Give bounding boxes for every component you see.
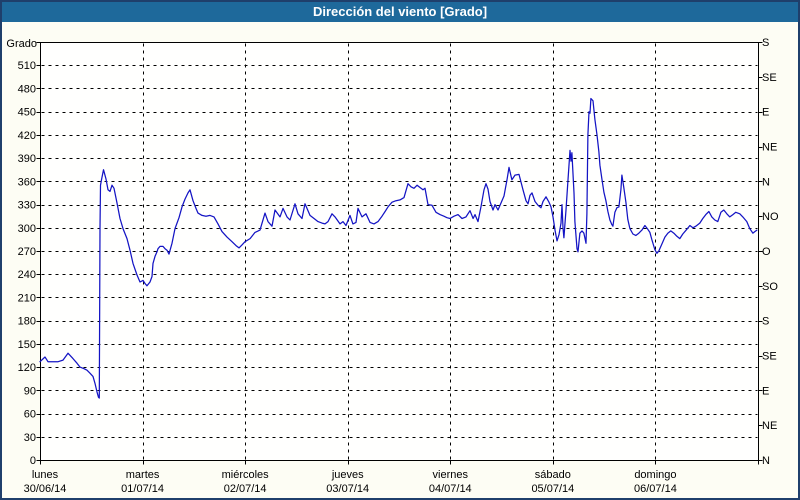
y-right-tick-label: NE <box>762 142 777 154</box>
x-date-label: 06/07/14 <box>634 483 677 495</box>
y-right-tick-label: E <box>762 107 769 119</box>
y-right-tick-label: N <box>762 176 770 188</box>
y-left-tick-label: 240 <box>18 269 36 281</box>
y-left-tick-label: 90 <box>24 385 36 397</box>
x-date-label: 02/07/14 <box>224 483 267 495</box>
y-left-tick-label: 510 <box>18 60 36 72</box>
y-right-tick-label: NE <box>762 420 777 432</box>
y-right-tick-label: S <box>762 37 769 49</box>
wind-direction-series-line <box>39 97 758 399</box>
x-date-label: 04/07/14 <box>429 483 472 495</box>
x-date-label: 05/07/14 <box>531 483 574 495</box>
y-right-tick-label: NO <box>762 211 779 223</box>
y-left-tick-label: 270 <box>18 246 36 258</box>
y-axis-right-labels: N NE E SE S SO O NO N NE E SE S <box>762 37 779 467</box>
axes-frame-and-ticks <box>36 42 763 465</box>
y-right-tick-label: SE <box>762 72 777 84</box>
horizontal-gridlines <box>41 65 758 438</box>
y-left-tick-label: 330 <box>18 200 36 212</box>
x-axis-day-labels: lunes 30/06/14 martes 01/07/14 miércoles 02/0… <box>24 469 677 495</box>
x-day-name-label: lunes <box>32 469 59 481</box>
y-left-tick-label: 360 <box>18 176 36 188</box>
y-left-tick-label: 210 <box>18 292 36 304</box>
x-day-name-label: viernes <box>433 469 469 481</box>
x-day-name-label: martes <box>126 469 160 481</box>
window-title-bar: Dirección del viento [Grado] <box>0 0 800 22</box>
y-left-tick-label: 60 <box>24 409 36 421</box>
x-day-name-label: miércoles <box>222 469 270 481</box>
y-right-tick-label: O <box>762 246 771 258</box>
x-date-label: 03/07/14 <box>326 483 369 495</box>
y-left-tick-label: 180 <box>18 316 36 328</box>
x-day-name-label: sábado <box>535 469 571 481</box>
y-left-tick-label: 0 <box>30 455 36 467</box>
y-right-tick-label: S <box>762 316 769 328</box>
y-left-tick-label: 120 <box>18 362 36 374</box>
y-left-tick-label: 450 <box>18 107 36 119</box>
x-date-label: 01/07/14 <box>121 483 164 495</box>
y-right-tick-label: SO <box>762 281 778 293</box>
x-date-label: 30/06/14 <box>24 483 67 495</box>
y-left-tick-label: 150 <box>18 339 36 351</box>
x-day-name-label: domingo <box>634 469 676 481</box>
y-left-tick-label: 390 <box>18 153 36 165</box>
y-right-tick-label: SE <box>762 351 777 363</box>
y-right-tick-label: E <box>762 385 769 397</box>
y-right-tick-label: N <box>762 455 770 467</box>
y-axis-left-labels: 0 30 60 90 120 150 180 210 240 270 300 330 360 390 420… <box>18 60 36 467</box>
y-left-tick-label: 300 <box>18 223 36 235</box>
x-day-name-label: jueves <box>331 469 364 481</box>
window-title: Dirección del viento [Grado] <box>312 3 488 19</box>
y-left-tick-label: 420 <box>18 130 36 142</box>
y-left-tick-label: 30 <box>24 432 36 444</box>
y-left-tick-label: 480 <box>18 83 36 95</box>
y-axis-title: Grado <box>6 38 37 50</box>
